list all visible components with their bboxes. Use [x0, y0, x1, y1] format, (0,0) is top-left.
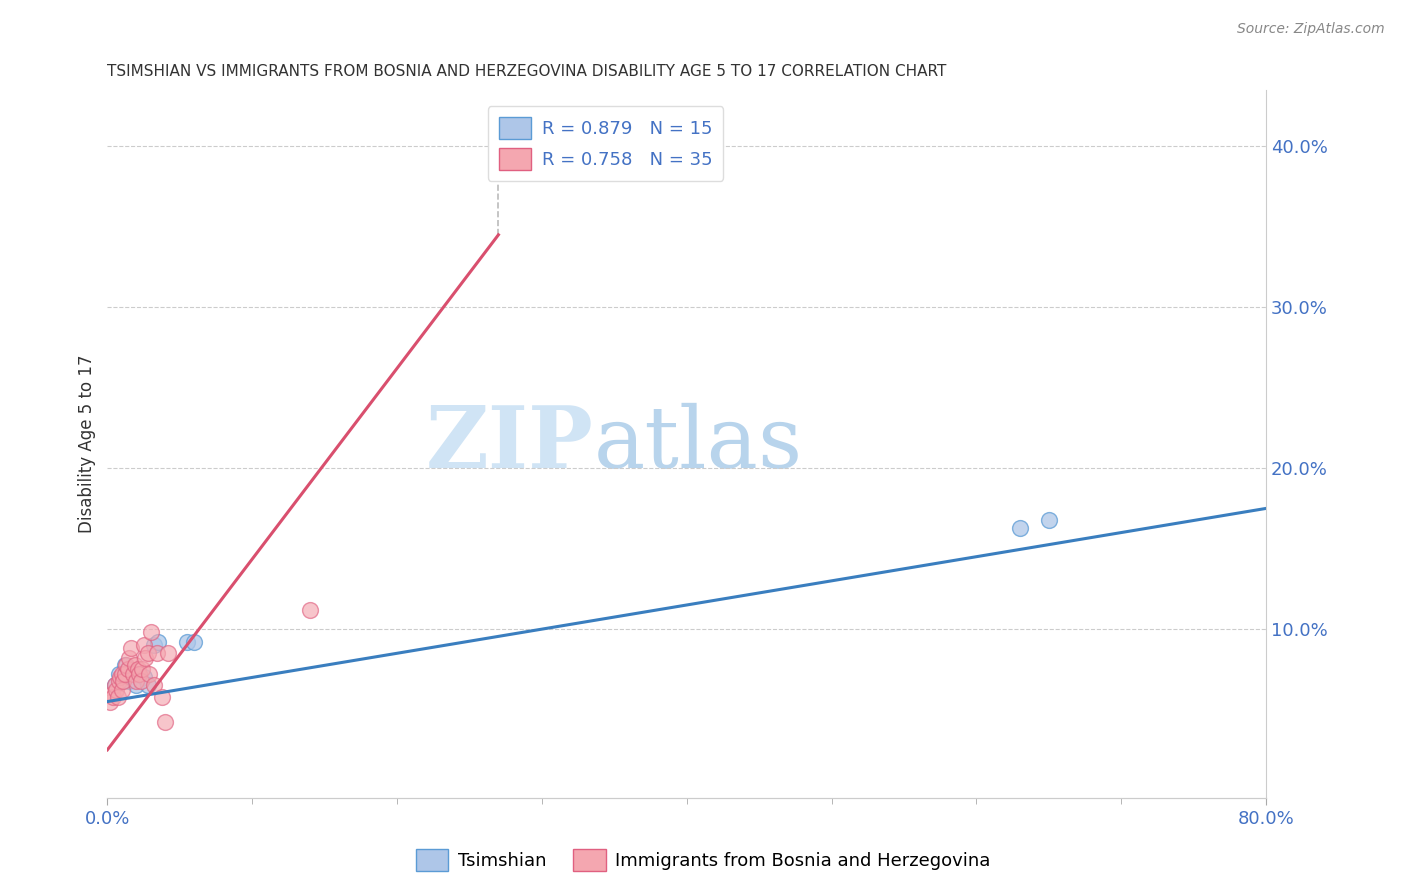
Point [118, 673, 141, 688]
Point [176, 635, 198, 649]
Point [111, 673, 134, 688]
Point [132, 638, 155, 652]
Text: Source: ZipAtlas.com: Source: ZipAtlas.com [1237, 22, 1385, 37]
Point [183, 635, 205, 649]
Point [114, 667, 136, 681]
Point [108, 673, 131, 688]
Legend: Tsimshian, Immigrants from Bosnia and Herzegovina: Tsimshian, Immigrants from Bosnia and He… [409, 842, 997, 879]
Point [129, 673, 152, 688]
Point [122, 665, 145, 680]
Point [1038, 513, 1060, 527]
Point [157, 646, 180, 660]
Point [1008, 521, 1031, 535]
Point [105, 683, 128, 698]
Point [107, 690, 129, 704]
Point [152, 690, 174, 704]
Point [112, 673, 135, 688]
Point [104, 678, 127, 692]
Point [120, 641, 142, 656]
Point [108, 667, 131, 681]
Point [111, 667, 134, 681]
Point [122, 667, 145, 681]
Point [125, 678, 148, 692]
Point [142, 678, 165, 692]
Point [110, 670, 132, 684]
Point [139, 625, 162, 640]
Point [132, 670, 155, 684]
Point [155, 715, 177, 730]
Point [125, 673, 148, 688]
Point [115, 657, 138, 672]
Text: TSIMSHIAN VS IMMIGRANTS FROM BOSNIA AND HERZEGOVINA DISABILITY AGE 5 TO 17 CORRE: TSIMSHIAN VS IMMIGRANTS FROM BOSNIA AND … [107, 64, 946, 79]
Point [118, 651, 141, 665]
Point [98, 695, 121, 709]
Point [117, 662, 139, 676]
Point [128, 667, 150, 681]
Point [136, 646, 159, 660]
Point [486, 147, 509, 161]
Point [138, 667, 160, 681]
Point [111, 683, 134, 698]
Point [145, 646, 167, 660]
Point [136, 678, 159, 692]
Point [127, 662, 149, 676]
Text: ZIP: ZIP [426, 402, 593, 486]
Y-axis label: Disability Age 5 to 17: Disability Age 5 to 17 [79, 355, 96, 533]
Point [101, 690, 124, 704]
Point [134, 651, 156, 665]
Legend: R = 0.879   N = 15, R = 0.758   N = 35: R = 0.879 N = 15, R = 0.758 N = 35 [488, 106, 724, 181]
Point [124, 657, 146, 672]
Point [299, 603, 322, 617]
Point [114, 657, 136, 672]
Point [142, 638, 165, 652]
Point [100, 686, 122, 700]
Point [104, 678, 127, 692]
Point [146, 635, 169, 649]
Point [131, 662, 153, 676]
Text: atlas: atlas [593, 402, 803, 485]
